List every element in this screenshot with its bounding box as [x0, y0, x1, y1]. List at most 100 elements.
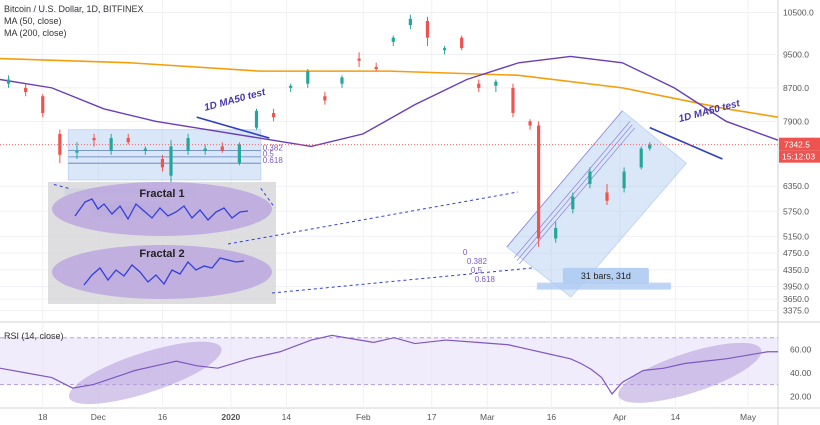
ma50-legend: MA (50, close)	[4, 16, 62, 26]
fractal1-ellipse	[52, 182, 272, 236]
time-tick-label: May	[740, 412, 757, 422]
rsi-legend: RSI (14, close)	[4, 331, 64, 341]
candle-body	[340, 77, 344, 84]
time-tick-label: Mar	[480, 412, 495, 422]
fib-label-left: 0.618	[263, 156, 284, 165]
time-tick-label: 16	[547, 412, 557, 422]
candle-body	[75, 150, 79, 153]
candle-body	[605, 192, 609, 201]
rsi-line	[0, 334, 778, 395]
candle-body	[41, 96, 45, 113]
candle-body	[494, 81, 498, 86]
rsi-ellipse-right	[618, 342, 762, 403]
candle-body	[537, 125, 541, 239]
candle-body	[254, 110, 259, 128]
candle-body	[220, 146, 224, 151]
price-tick-label: 3950.0	[783, 282, 809, 292]
ma50-test-line-left	[196, 116, 270, 139]
fractal2-ellipse	[52, 245, 272, 299]
candle-body	[357, 58, 361, 61]
fib-label-left: 0.5	[263, 150, 275, 159]
chart-title: Bitcoin / U.S. Dollar, 1D, BITFINEX	[4, 4, 144, 14]
time-tick-label: Feb	[356, 412, 371, 422]
price-tick-label: 9500.0	[783, 49, 809, 59]
candle-body	[323, 96, 327, 101]
candle-body	[554, 228, 558, 239]
countdown-label: 15:12:03	[782, 152, 815, 162]
price-tick-label: 4350.0	[783, 265, 809, 275]
fractal1-label: Fractal 1	[139, 188, 184, 200]
candle-body	[143, 148, 147, 151]
price-tick-label: 5150.0	[783, 231, 809, 241]
candle-body	[528, 121, 532, 126]
candle-body	[648, 144, 652, 149]
connector-dash	[51, 183, 69, 189]
channel-fib-line	[516, 124, 633, 261]
rsi-ellipse-left	[68, 341, 222, 405]
range-bar-right	[536, 282, 671, 290]
rsi-tick-label: 40.00	[790, 368, 812, 378]
candle-body	[24, 87, 28, 93]
channel-fib-line	[514, 121, 631, 258]
ma200-line	[0, 57, 779, 118]
candle-body	[460, 37, 464, 49]
countdown-tag	[779, 150, 820, 163]
time-tick-label: 2020	[221, 412, 240, 422]
bars-label-right-bg	[562, 267, 649, 284]
fib-label-right: 0.5	[471, 266, 483, 275]
candle-body	[571, 196, 575, 210]
price-tick-label: 6350.0	[783, 181, 809, 191]
candle-body	[442, 48, 447, 51]
time-tick-label: 16	[158, 412, 168, 422]
candle-body	[186, 138, 190, 151]
candle-body	[374, 66, 378, 70]
fib-label-right: 0.382	[467, 257, 488, 266]
candle-body	[622, 171, 626, 189]
fractal1-path	[74, 198, 249, 221]
candle-body	[511, 87, 515, 113]
bars-label-right: 31 bars, 31d	[581, 271, 631, 281]
fib-label-right: 0	[463, 248, 468, 257]
price-tick-label: 10500.0	[783, 8, 814, 18]
candle-body	[639, 148, 643, 168]
candle-body	[289, 85, 293, 88]
fib-label-left: 0.382	[263, 143, 284, 152]
connector-dash	[260, 187, 276, 209]
fractal2-path	[83, 257, 245, 286]
candle-body	[6, 79, 11, 84]
candle-body	[203, 148, 207, 151]
price-tick-label: 5750.0	[783, 206, 809, 216]
rsi-tick-label: 60.00	[790, 344, 812, 354]
candle-body	[237, 144, 241, 164]
candle-body	[408, 18, 412, 26]
candle-body	[92, 138, 96, 141]
price-tick-label: 4750.0	[783, 248, 809, 258]
price-tick-label: 8700.0	[783, 83, 809, 93]
time-tick-label: Dec	[91, 412, 107, 422]
price-tick-label: 3650.0	[783, 294, 809, 304]
price-tick-label: 3375.0	[783, 306, 809, 316]
consolidation-box-left	[67, 129, 262, 181]
candle-body	[160, 159, 165, 168]
connector-dash	[271, 267, 533, 294]
candle-body	[126, 138, 130, 143]
candle-body	[391, 37, 395, 42]
candle-body	[306, 71, 310, 84]
last-price-tag	[779, 137, 820, 151]
candle-body	[169, 146, 173, 176]
candle-body	[477, 83, 481, 88]
time-tick-label: 18	[38, 412, 48, 422]
time-tick-label: 14	[671, 412, 681, 422]
fib-label-right: 0.618	[475, 275, 496, 284]
candle-body	[588, 171, 592, 185]
ma50-test-line-right	[649, 126, 723, 160]
candle-body	[58, 133, 62, 155]
channel-fib-line	[506, 110, 623, 248]
time-tick-label: 17	[427, 412, 437, 422]
rsi-tick-label: 20.00	[790, 391, 812, 401]
time-tick-label: Apr	[613, 412, 626, 422]
chart-legend: Bitcoin / U.S. Dollar, 1D, BITFINEX MA (…	[4, 3, 144, 39]
ma50-line	[0, 55, 779, 148]
time-tick-label: 14	[282, 412, 292, 422]
